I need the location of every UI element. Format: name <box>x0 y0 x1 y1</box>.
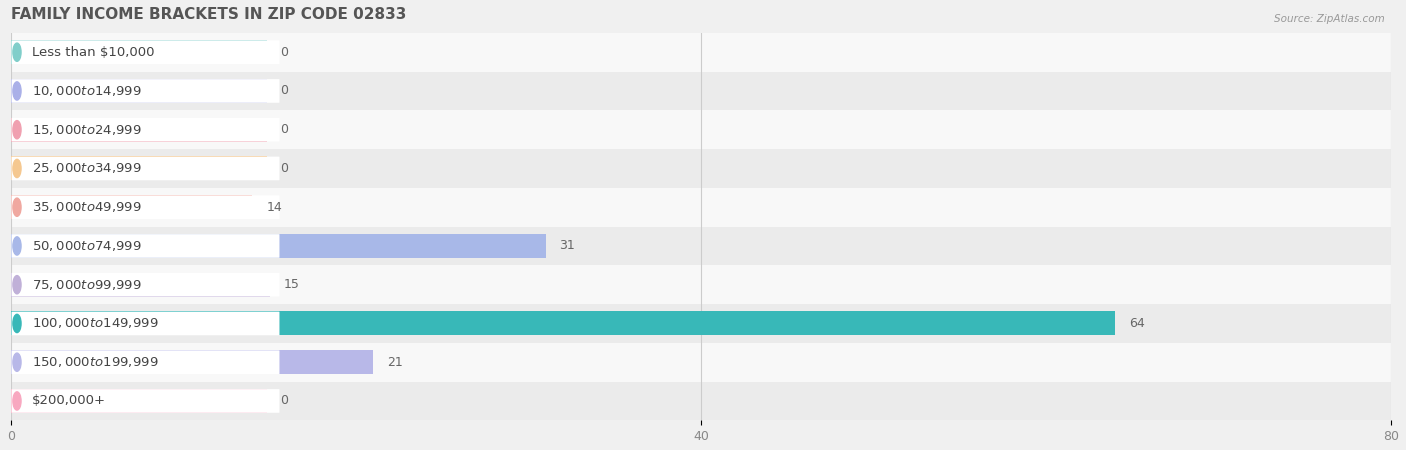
Circle shape <box>13 198 21 216</box>
Bar <box>11 110 1391 149</box>
Text: 0: 0 <box>280 123 288 136</box>
Text: Less than $10,000: Less than $10,000 <box>32 46 155 58</box>
FancyBboxPatch shape <box>11 195 280 219</box>
Text: FAMILY INCOME BRACKETS IN ZIP CODE 02833: FAMILY INCOME BRACKETS IN ZIP CODE 02833 <box>11 7 406 22</box>
Circle shape <box>13 315 21 333</box>
Bar <box>11 188 1391 227</box>
Text: $25,000 to $34,999: $25,000 to $34,999 <box>32 162 142 176</box>
Text: 15: 15 <box>284 278 299 291</box>
Bar <box>11 118 267 142</box>
Bar <box>11 234 546 258</box>
Bar <box>11 195 253 219</box>
Text: 0: 0 <box>280 395 288 407</box>
FancyBboxPatch shape <box>11 40 280 64</box>
Circle shape <box>13 275 21 294</box>
Text: 64: 64 <box>1129 317 1144 330</box>
Text: $50,000 to $74,999: $50,000 to $74,999 <box>32 239 142 253</box>
Text: $200,000+: $200,000+ <box>32 395 105 407</box>
FancyBboxPatch shape <box>11 234 280 258</box>
Circle shape <box>13 121 21 139</box>
Bar <box>11 273 270 297</box>
Circle shape <box>13 82 21 100</box>
Circle shape <box>13 353 21 371</box>
Bar <box>11 227 1391 266</box>
Bar <box>11 389 267 413</box>
Text: 14: 14 <box>266 201 283 214</box>
Bar <box>11 311 1115 335</box>
Text: 0: 0 <box>280 46 288 58</box>
Text: $75,000 to $99,999: $75,000 to $99,999 <box>32 278 142 292</box>
Text: 21: 21 <box>387 356 402 369</box>
Circle shape <box>13 159 21 178</box>
Text: 0: 0 <box>280 162 288 175</box>
Bar <box>11 382 1391 420</box>
Bar <box>11 79 267 103</box>
Bar <box>11 33 1391 72</box>
Bar <box>11 40 267 64</box>
Text: $150,000 to $199,999: $150,000 to $199,999 <box>32 355 159 369</box>
Bar <box>11 343 1391 382</box>
Text: 0: 0 <box>280 85 288 98</box>
Circle shape <box>13 43 21 61</box>
FancyBboxPatch shape <box>11 79 280 103</box>
Bar <box>11 72 1391 110</box>
Text: Source: ZipAtlas.com: Source: ZipAtlas.com <box>1274 14 1385 23</box>
Circle shape <box>13 392 21 410</box>
Bar <box>11 304 1391 343</box>
Bar <box>11 149 1391 188</box>
Text: 31: 31 <box>560 239 575 252</box>
FancyBboxPatch shape <box>11 118 280 142</box>
FancyBboxPatch shape <box>11 389 280 413</box>
Bar <box>11 350 373 374</box>
Bar <box>11 266 1391 304</box>
Circle shape <box>13 237 21 255</box>
FancyBboxPatch shape <box>11 312 280 335</box>
FancyBboxPatch shape <box>11 157 280 180</box>
Text: $35,000 to $49,999: $35,000 to $49,999 <box>32 200 142 214</box>
FancyBboxPatch shape <box>11 273 280 297</box>
Text: $15,000 to $24,999: $15,000 to $24,999 <box>32 123 142 137</box>
Bar <box>11 157 267 180</box>
FancyBboxPatch shape <box>11 351 280 374</box>
Text: $100,000 to $149,999: $100,000 to $149,999 <box>32 316 159 330</box>
Text: $10,000 to $14,999: $10,000 to $14,999 <box>32 84 142 98</box>
